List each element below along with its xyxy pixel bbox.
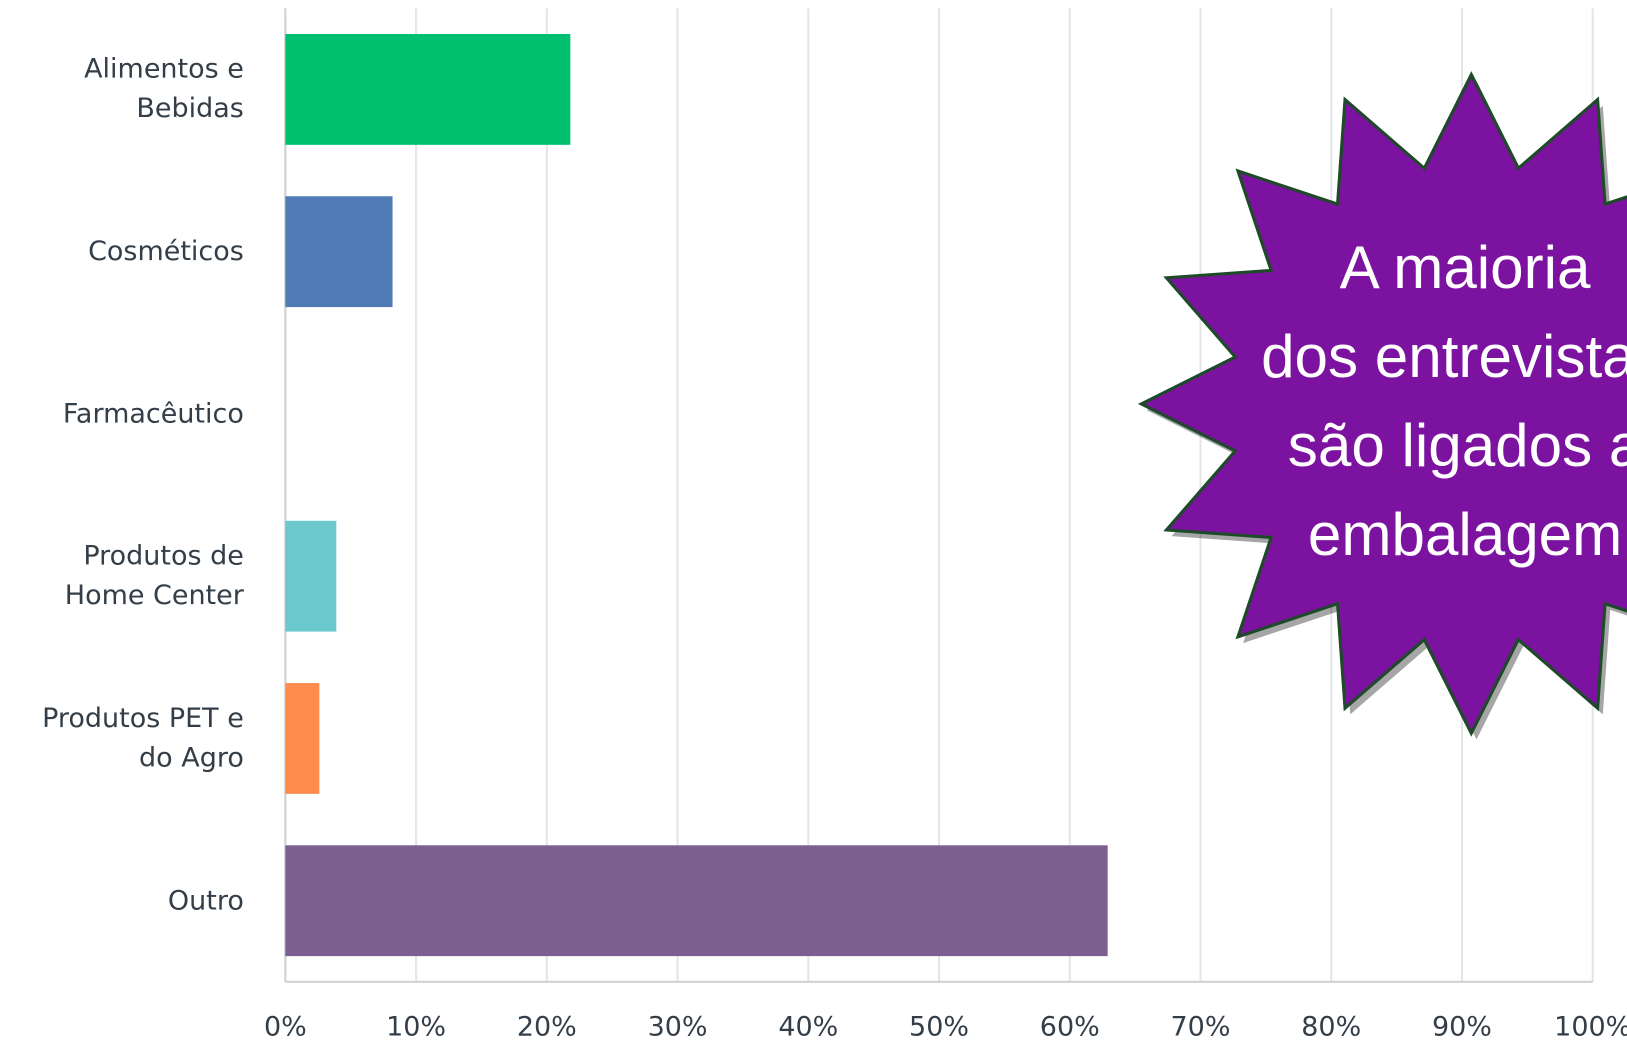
annotation-text: dos entrevistad	[1261, 323, 1627, 390]
y-tick-label: Cosméticos	[9, 232, 243, 271]
starburst	[1141, 75, 1627, 734]
annotation-text: são ligados a	[1288, 412, 1627, 479]
bar	[285, 34, 570, 145]
y-tick-label: Produtos de Home Center	[9, 537, 243, 616]
annotation-text: A maioria	[1340, 234, 1591, 301]
x-tick-label: 0%	[264, 1012, 307, 1043]
bar	[285, 845, 1107, 956]
x-tick-label: 100%	[1554, 1012, 1627, 1043]
x-tick-label: 80%	[1301, 1012, 1361, 1043]
x-tick-label: 70%	[1171, 1012, 1231, 1043]
x-tick-label: 20%	[517, 1012, 577, 1043]
y-tick-label: Outro	[9, 881, 243, 920]
y-tick-label: Produtos PET e do Agro	[9, 699, 243, 778]
y-tick-label: Farmacêutico	[9, 394, 243, 433]
bar	[285, 521, 336, 632]
bar	[285, 683, 319, 794]
annotation-text: embalagem	[1308, 501, 1622, 568]
x-tick-label: 10%	[386, 1012, 446, 1043]
x-tick-label: 40%	[778, 1012, 838, 1043]
x-tick-label: 90%	[1432, 1012, 1492, 1043]
x-tick-label: 30%	[648, 1012, 708, 1043]
chart: 0% 10% 20% 30% 40% 50% 60% 70% 80% 90% 100% A maior…	[0, 0, 1627, 1044]
chart-svg: 0% 10% 20% 30% 40% 50% 60% 70% 80% 90% 100% A maior…	[0, 0, 1627, 1044]
x-tick-label: 50%	[909, 1012, 969, 1043]
x-tick-label: 60%	[1040, 1012, 1100, 1043]
bar	[285, 196, 392, 307]
y-tick-label: Alimentos e Bebidas	[9, 50, 243, 129]
